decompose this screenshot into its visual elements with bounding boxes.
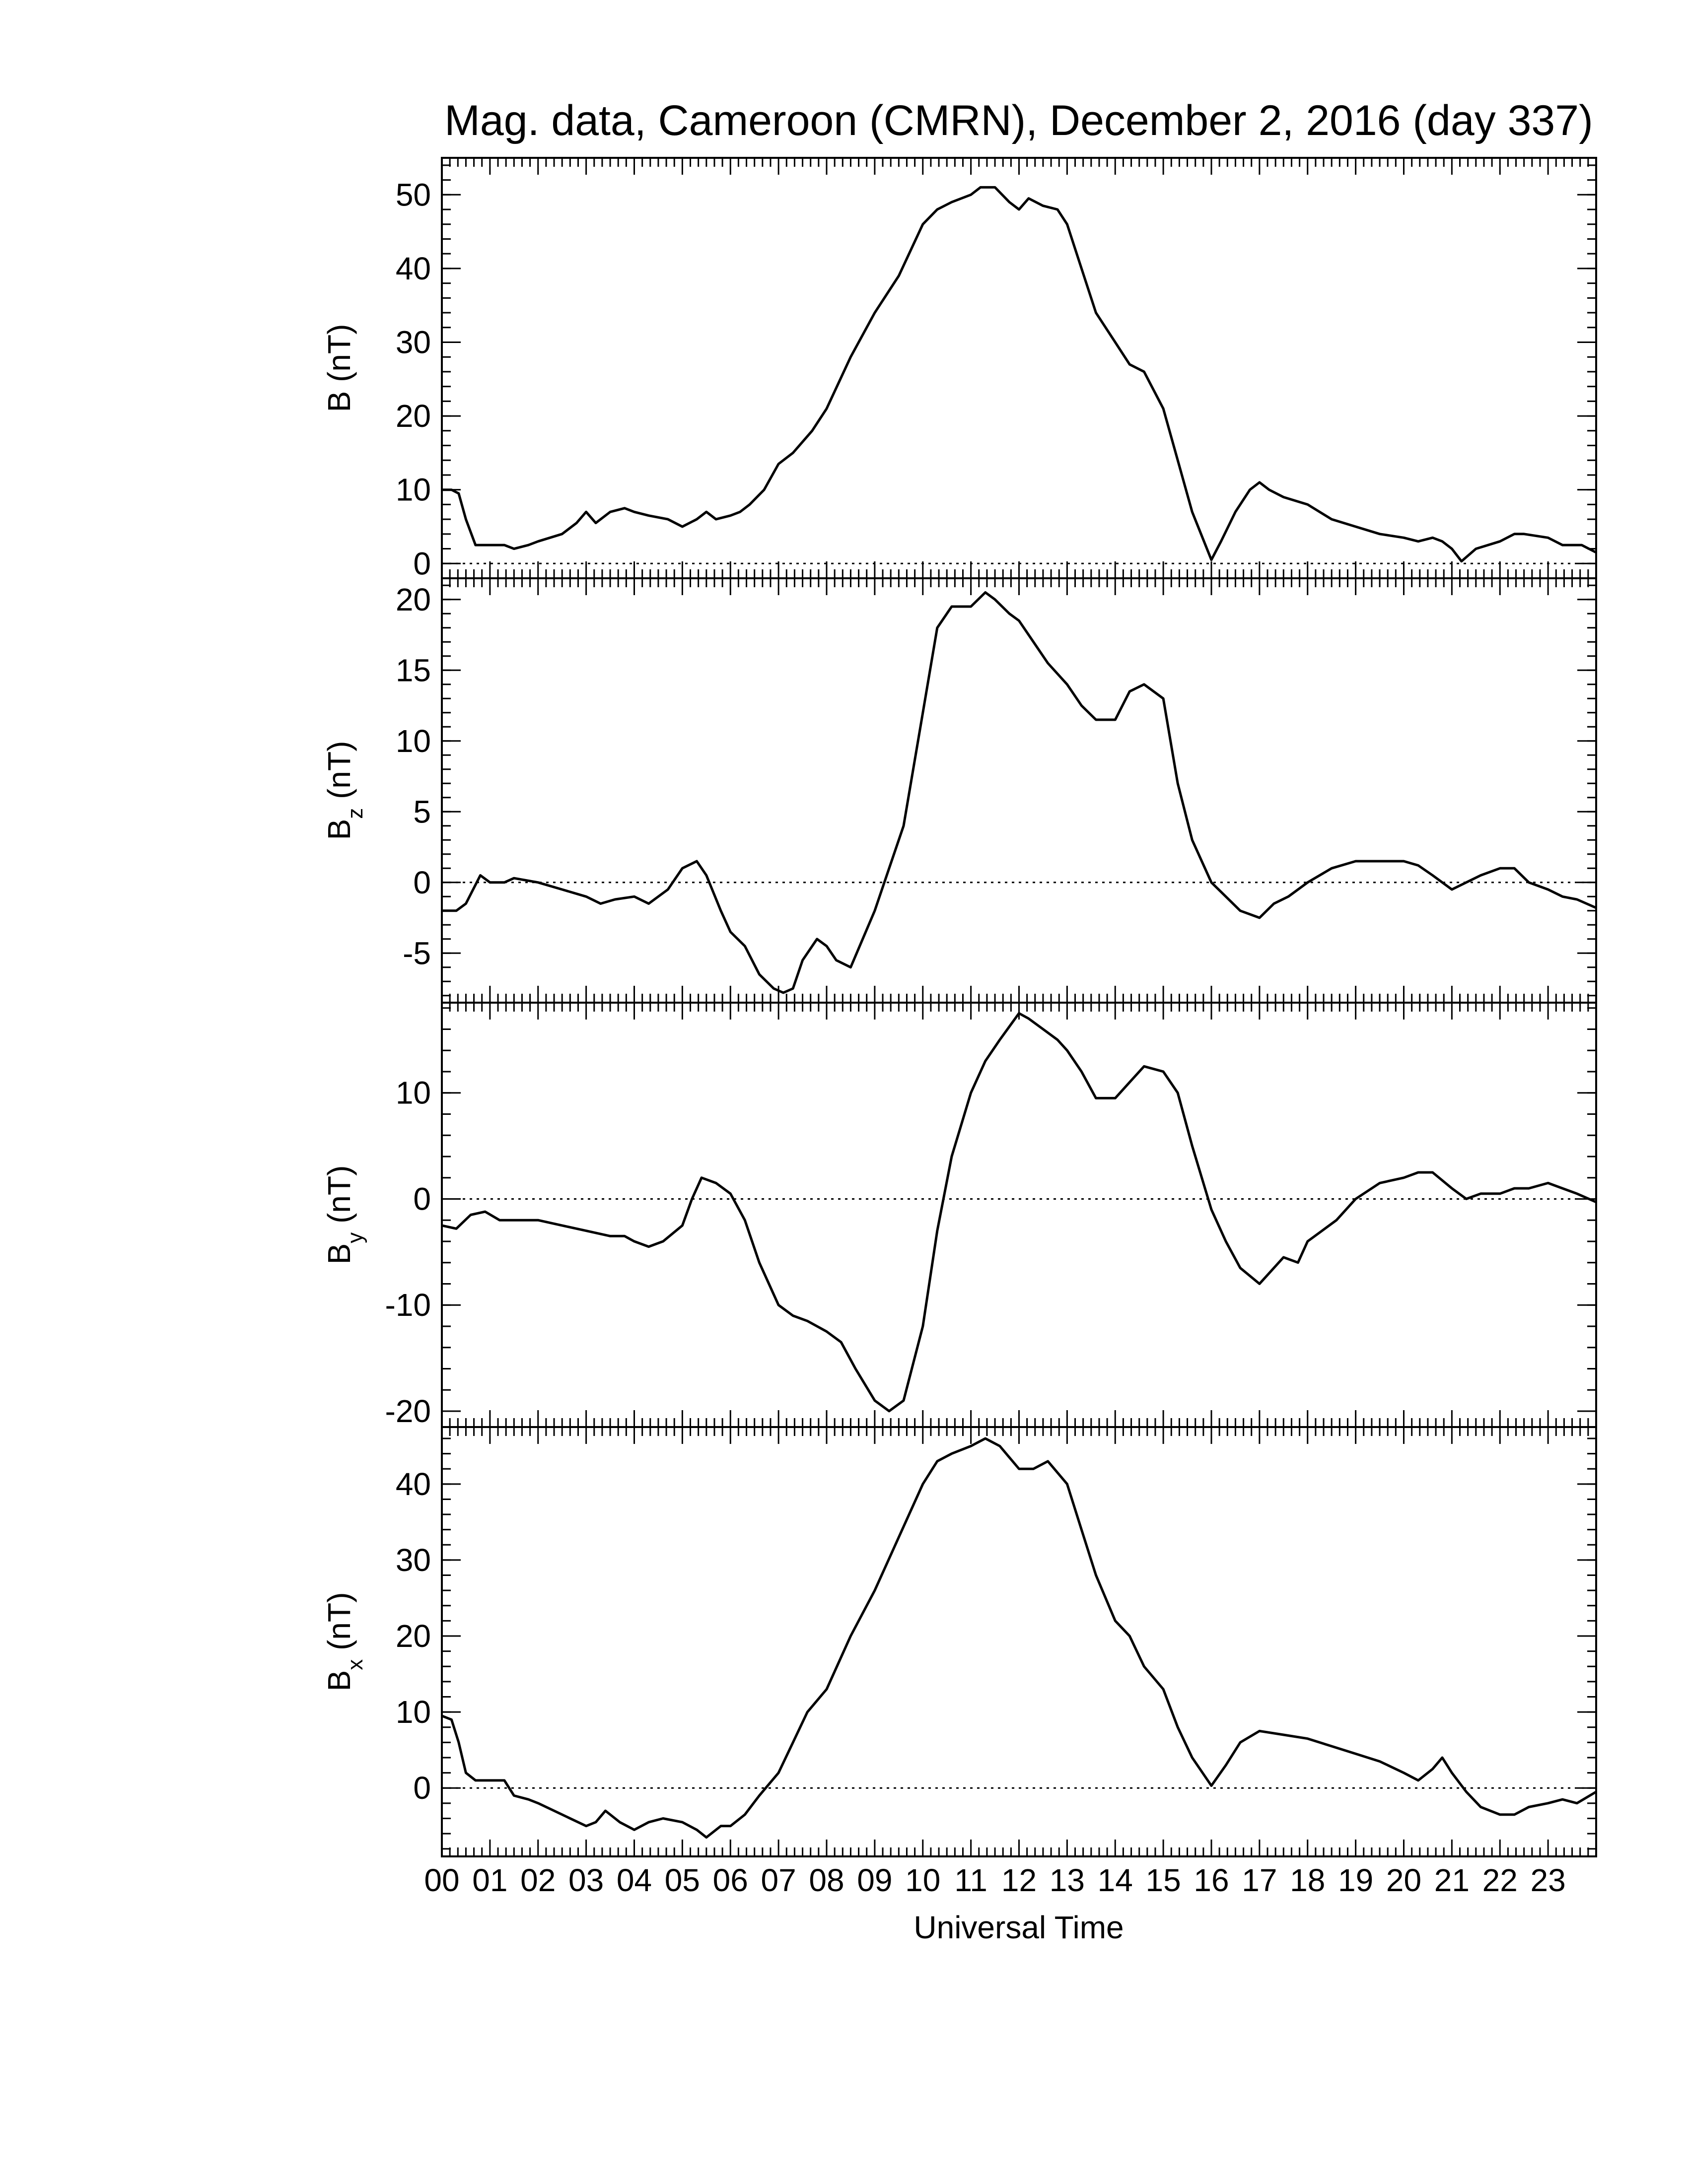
y-tick-label: 20 xyxy=(396,398,431,434)
y-axis-label-unit: (nT) xyxy=(321,1165,357,1232)
y-axis-label-By: By (nT) xyxy=(321,1165,367,1265)
panel-frame xyxy=(441,1426,1597,1857)
x-tick-label: 23 xyxy=(1531,1862,1566,1898)
y-axis-label-Bx: Bx (nT) xyxy=(321,1592,367,1692)
x-tick-label: 18 xyxy=(1290,1862,1325,1898)
panel-frame xyxy=(441,577,1597,1004)
panel-B: 0 10 20 30 40 50 B (nT) xyxy=(321,157,1597,581)
panel-frame xyxy=(441,157,1597,579)
x-tick-label: 16 xyxy=(1194,1862,1229,1898)
x-tick-label: 07 xyxy=(761,1862,796,1898)
x-tick-label: 03 xyxy=(568,1862,604,1898)
x-tick-label: 06 xyxy=(713,1862,748,1898)
y-tick-label: 40 xyxy=(396,251,431,286)
y-tick-label: 10 xyxy=(396,723,431,759)
x-tick-label: 00 xyxy=(424,1862,459,1898)
x-tick-label: 08 xyxy=(809,1862,844,1898)
x-tick-label: 14 xyxy=(1098,1862,1133,1898)
x-tick-label: 10 xyxy=(905,1862,940,1898)
y-axis-label-subscript: z xyxy=(343,808,367,819)
panel-By: -20 -10 0 10 By (nT) xyxy=(321,1002,1597,1429)
y-axis-label-base: B xyxy=(321,1243,357,1265)
chart-title: Mag. data, Cameroon (CMRN), December 2, … xyxy=(444,97,1593,144)
y-axis-label-unit: (nT) xyxy=(321,741,357,808)
y-tick-label: 30 xyxy=(396,1542,431,1578)
y-tick-label: 0 xyxy=(413,1181,431,1217)
x-tick-label: 20 xyxy=(1386,1862,1421,1898)
y-tick-label: 40 xyxy=(396,1466,431,1502)
x-tick-label: 19 xyxy=(1338,1862,1373,1898)
x-tick-label: 09 xyxy=(857,1862,892,1898)
y-tick-label: 0 xyxy=(413,865,431,900)
x-tick-label: 15 xyxy=(1146,1862,1181,1898)
y-tick-label: 0 xyxy=(413,546,431,581)
x-axis: 00 01 02 03 04 05 06 07 08 09 10 11 12 13 14 15 16 17 18 19… xyxy=(424,1862,1565,1898)
panel-Bx: 0 10 20 30 40 Bx (nT) xyxy=(321,1426,1597,1857)
y-tick-label: 20 xyxy=(396,1618,431,1654)
y-tick-label: -10 xyxy=(385,1287,431,1323)
series-line-Bz xyxy=(442,591,1596,994)
y-tick-label: 20 xyxy=(396,582,431,617)
y-axis-label-unit: (nT) xyxy=(321,324,357,391)
y-tick-label: -20 xyxy=(385,1393,431,1429)
x-tick-label: 21 xyxy=(1434,1862,1470,1898)
x-tick-label: 02 xyxy=(520,1862,556,1898)
y-tick-label: 30 xyxy=(396,324,431,360)
y-tick-label: 50 xyxy=(396,177,431,212)
y-axis-label-Bz: Bz (nT) xyxy=(321,741,367,840)
y-axis-label-B: B (nT) xyxy=(321,324,357,412)
panel-frame xyxy=(441,1002,1597,1428)
y-axis-label-unit: (nT) xyxy=(321,1592,357,1659)
y-tick-label: 10 xyxy=(396,1075,431,1111)
y-tick-label: 0 xyxy=(413,1770,431,1806)
x-tick-label: 22 xyxy=(1482,1862,1518,1898)
x-tick-label: 17 xyxy=(1242,1862,1277,1898)
y-tick-label: 5 xyxy=(413,794,431,829)
x-tick-label: 12 xyxy=(1001,1862,1037,1898)
series-line-B xyxy=(442,186,1596,563)
x-tick-label: 05 xyxy=(665,1862,700,1898)
y-axis-label-base: B xyxy=(321,819,357,840)
y-tick-label: -5 xyxy=(403,935,431,971)
x-axis-label: Universal Time xyxy=(914,1910,1124,1945)
x-tick-label: 13 xyxy=(1050,1862,1085,1898)
series-line-By xyxy=(442,1012,1596,1413)
x-tick-label: 01 xyxy=(472,1862,507,1898)
series-line-Bx xyxy=(442,1437,1596,1839)
panels-group: 0 10 20 30 40 50 B (nT) -5 0 5 10 15 20 Bz (nT) -20 -10… xyxy=(321,157,1597,1857)
y-axis-label-base: B xyxy=(321,1670,357,1692)
y-tick-label: 10 xyxy=(396,472,431,508)
y-axis-label-subscript: y xyxy=(343,1232,367,1243)
y-tick-label: 10 xyxy=(396,1694,431,1730)
panel-Bz: -5 0 5 10 15 20 Bz (nT) xyxy=(321,577,1597,1004)
y-axis-label-subscript: x xyxy=(343,1659,367,1670)
x-tick-label: 04 xyxy=(617,1862,652,1898)
y-axis-label-base: B xyxy=(321,391,357,412)
y-tick-label: 15 xyxy=(396,652,431,688)
x-tick-label: 11 xyxy=(954,1862,987,1898)
